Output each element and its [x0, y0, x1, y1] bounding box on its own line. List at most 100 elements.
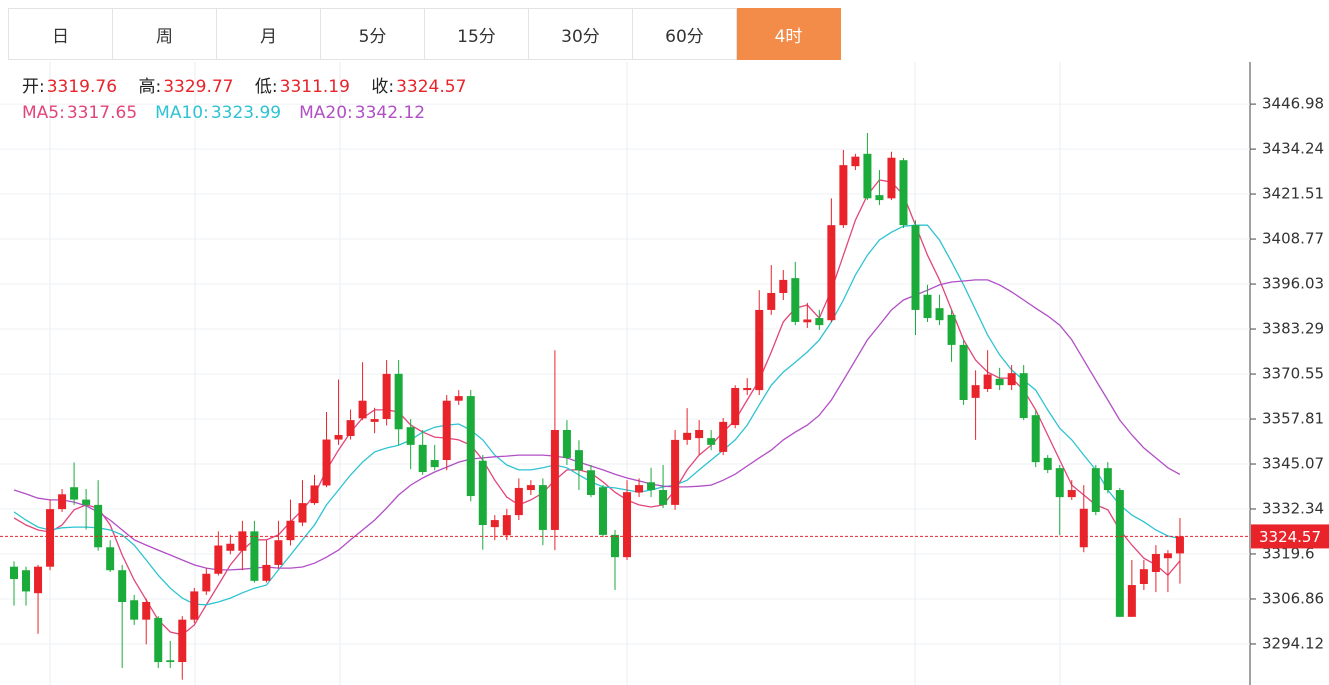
candle-body — [58, 494, 67, 510]
candle-body — [394, 373, 403, 430]
candle-body — [430, 460, 439, 468]
open-label: 开: — [22, 77, 45, 97]
candle-body — [358, 400, 367, 419]
ohlc-row: 开: 3319.76 高: 3329.77 低: 3311.19 收: 3324.57 — [22, 74, 482, 100]
candle-body — [719, 421, 728, 452]
close-value: 3324.57 — [396, 77, 467, 97]
y-tick-label: 3345.07 — [1262, 455, 1324, 473]
candle-body — [779, 279, 788, 293]
candle-body — [562, 430, 571, 458]
candle-body — [190, 591, 199, 620]
candle-body — [130, 600, 139, 620]
candle-body — [611, 534, 619, 558]
close-label: 收: — [371, 77, 395, 97]
tab[interactable]: 60分 — [633, 8, 737, 60]
candle-body — [106, 547, 115, 571]
ma-line — [13, 279, 1181, 571]
candle-body — [1091, 468, 1100, 512]
candle-body — [142, 602, 151, 620]
candle-body — [647, 482, 656, 491]
ma-row: MA5: 3317.65 MA10: 3323.99 MA20: 3342.12 — [22, 100, 482, 126]
candle-body — [250, 531, 259, 581]
candle-body — [815, 318, 824, 326]
candle-body — [731, 387, 740, 426]
candle-body — [767, 292, 776, 310]
candle-body — [214, 545, 223, 574]
last-price-tag — [1251, 524, 1329, 549]
ma-line — [13, 179, 1181, 636]
candle-body — [598, 487, 607, 535]
candle-body — [1151, 553, 1160, 572]
y-tick-label: 3370.55 — [1262, 365, 1324, 383]
ma-value: 3342.12 — [354, 103, 426, 123]
high-value: 3329.77 — [163, 77, 234, 97]
low-label: 低: — [254, 77, 278, 97]
candle-body — [346, 420, 355, 437]
candle-body — [22, 570, 31, 592]
candle-body — [935, 308, 944, 321]
y-tick-label: 3383.29 — [1262, 320, 1324, 338]
candle-body — [178, 619, 187, 663]
candle-body — [923, 294, 932, 319]
candle-body — [1055, 468, 1064, 498]
candle-body — [550, 430, 559, 530]
candle-body — [226, 543, 235, 551]
ma-label: MA20: — [299, 103, 353, 123]
candle-body — [502, 515, 511, 536]
candle-body — [995, 378, 1004, 386]
tab[interactable]: 日 — [9, 8, 113, 60]
candle-body — [406, 427, 415, 445]
candle-body — [154, 617, 163, 663]
candle-body — [538, 485, 547, 530]
tab[interactable]: 30分 — [529, 8, 633, 60]
candle-body — [887, 157, 896, 199]
candle-body — [755, 309, 764, 391]
y-tick-label: 3408.77 — [1262, 230, 1324, 248]
candle-body — [791, 278, 800, 322]
candle-body — [310, 485, 319, 504]
candle-body — [1079, 508, 1088, 548]
candle-body — [1127, 585, 1136, 617]
candle-body — [514, 487, 523, 516]
tab[interactable]: 5分 — [321, 8, 425, 60]
candle-body — [947, 314, 956, 345]
y-tick-label: 3294.12 — [1262, 634, 1324, 652]
candle-body — [911, 225, 920, 310]
open-value: 3319.76 — [46, 77, 118, 97]
candle-body — [1175, 536, 1184, 554]
info-panel: 开: 3319.76 高: 3329.77 低: 3311.19 收: 3324.57 … — [22, 74, 482, 126]
candle-body — [1103, 468, 1112, 491]
tab[interactable]: 周 — [113, 8, 217, 60]
candle-body — [983, 374, 992, 390]
candle-body — [586, 470, 595, 495]
candle-body — [82, 499, 91, 505]
ma-line — [13, 224, 1181, 606]
candle-body — [454, 396, 463, 401]
candle-body — [659, 490, 668, 505]
candle-body — [262, 564, 271, 581]
candle-body — [94, 504, 103, 548]
y-tick-label: 3446.98 — [1262, 95, 1324, 113]
candle-body — [863, 153, 872, 199]
ma-label: MA10: — [155, 103, 209, 123]
candle-body — [70, 487, 79, 500]
candle-body — [478, 460, 487, 526]
tab[interactable]: 月 — [217, 8, 321, 60]
candle-body — [827, 225, 836, 321]
candle-body — [274, 540, 283, 565]
candle-body — [1139, 569, 1148, 584]
tab[interactable]: 15分 — [425, 8, 529, 60]
candle-body — [875, 195, 884, 201]
time-grid — [49, 62, 1061, 685]
candle-body — [382, 373, 391, 420]
tab[interactable]: 4时 — [737, 8, 841, 60]
ma-value: 3323.99 — [210, 103, 282, 123]
candle-body — [959, 344, 968, 400]
ma-label: MA5: — [22, 103, 65, 123]
candle-body — [322, 439, 331, 486]
candle-body — [851, 156, 860, 167]
candle-body — [466, 396, 475, 497]
candle-body — [418, 444, 427, 473]
candle-body — [635, 485, 644, 493]
